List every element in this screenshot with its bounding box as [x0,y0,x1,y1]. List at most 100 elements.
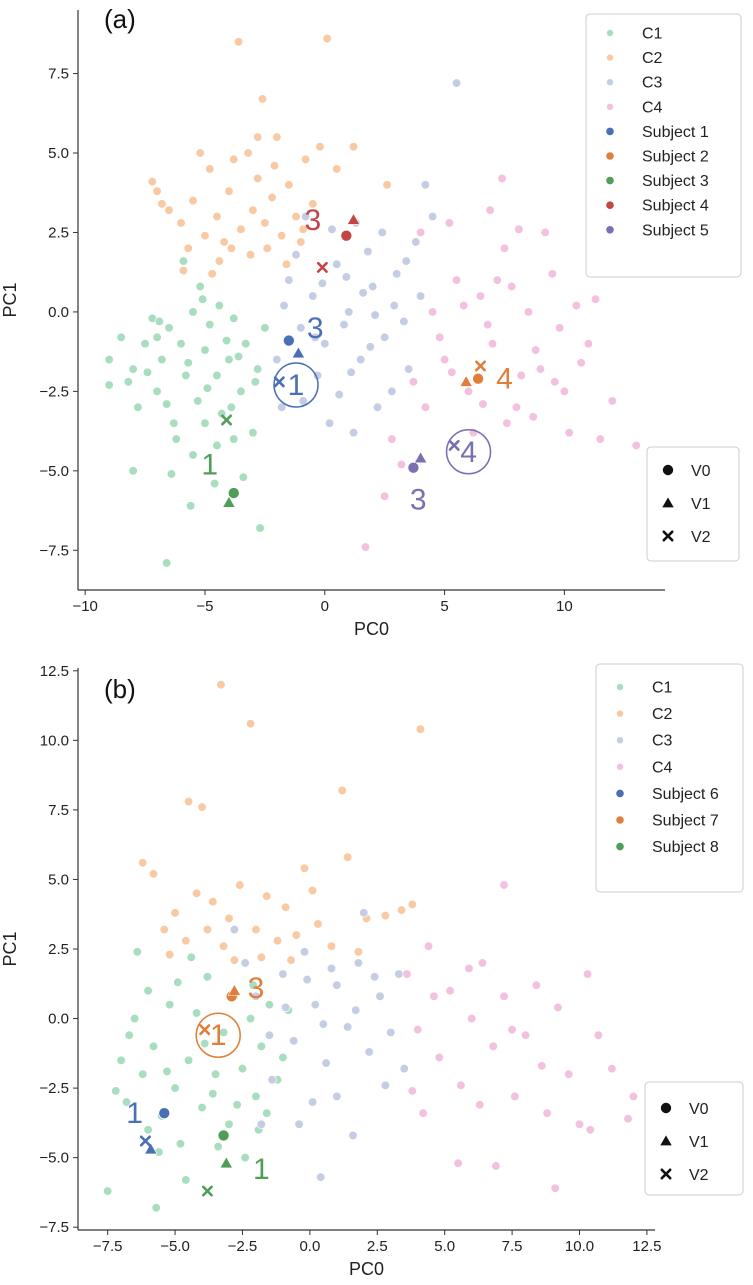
x-tick-label: 10.0 [565,1238,594,1255]
cluster-point [251,924,261,935]
cluster-point [631,440,641,451]
cluster-point [188,196,198,206]
panel-b: −7.5 −5.0 −2.5 0.0 2.5 5.0 7.5 10.0 12.5−7.5−5.0… [0,663,744,1279]
cluster-point [197,1102,207,1113]
x-tick-label: −7.5 [93,1238,123,1255]
cluster-point [402,969,412,979]
cluster-point [212,370,222,381]
cluster-point [492,275,502,285]
x-tick-label: 10 [556,598,573,615]
panel-a: −10 −5 0 5 10 −7.5 −5.0 −2.5 0.0 2.5 5.0 7.5 PC0 PC1 (… [0,4,742,639]
cluster-point [132,947,142,957]
legend-box [585,13,742,278]
cluster-point [178,256,189,266]
cluster-point [166,469,177,479]
subject-point-v0 [472,372,485,385]
legend-swatch [616,763,624,770]
cluster-point [229,434,239,444]
cluster-point [103,1186,113,1196]
cluster-point [491,1161,501,1171]
cluster-point [415,291,426,301]
cluster-point [212,211,222,222]
cluster-point [286,955,296,965]
y-tick-label: −7.5 [39,1219,69,1236]
cluster-point [369,972,380,982]
legend-swatch [606,127,614,136]
subject-point-v0 [217,1129,230,1142]
cluster-point [382,180,392,190]
cluster-point [202,924,213,935]
annotation-label: 1 [210,1019,227,1052]
cluster-point [278,969,288,979]
cluster-point [116,332,126,342]
cluster-point [332,164,342,174]
marker-legend-label: V0 [689,1101,709,1118]
subject-point-v1 [291,346,306,359]
cluster-point [233,351,244,362]
marker-legend-label: V2 [689,1167,709,1184]
cluster-point [523,307,534,317]
cluster-point [216,680,226,690]
cluster-point [394,969,404,979]
cluster-point [291,250,301,260]
cluster-point [553,1002,563,1013]
subject-5-series [407,439,460,474]
cluster-point [214,256,225,266]
cluster-point [434,1052,444,1063]
cluster-point [571,300,582,311]
cluster-point [291,930,302,940]
cluster-point [353,947,364,957]
legend-box [595,663,744,893]
cluster-point [224,186,234,196]
cluster-point [138,1069,148,1079]
cluster-point [214,300,225,311]
cluster-point [447,367,457,377]
subject-point-v2 [316,261,328,273]
cluster-point [341,272,351,282]
annotation-label: 1 [253,1153,270,1186]
cluster-point [237,1063,248,1074]
cluster-point [280,1002,291,1013]
marker-legend-label: V0 [691,463,711,480]
cluster-point [593,1030,604,1040]
cluster-point [415,227,426,238]
cluster-point [403,364,414,374]
cluster-point [380,491,390,501]
cluster-point [262,243,272,254]
cluster-point [200,345,210,355]
x-axis-label: PC0 [349,1259,384,1279]
cluster-point [299,863,310,873]
y-tick-label: 0.0 [48,304,69,321]
marker-legend-cross-icon [660,1168,672,1180]
subject-point-v0 [407,461,420,474]
cluster-point [248,428,258,438]
cluster-point [363,246,373,257]
subject-point-v2 [139,1135,151,1147]
cluster-point [528,412,538,422]
cluster-point [147,176,157,187]
legend-label: C1 [642,26,663,43]
annotation-ring [273,362,319,408]
legend-swatch [606,201,614,209]
legend-label: Subject 5 [642,222,709,239]
cluster-point [531,980,542,990]
cluster-point [300,154,311,165]
cluster-point [279,300,289,311]
cluster-point [344,307,354,317]
cluster-point [157,354,167,365]
subject-point-v2 [475,360,487,372]
cluster-point [623,1114,633,1124]
subject-point-v1 [413,451,428,464]
cluster-point [181,370,191,381]
cluster-point [218,1027,229,1038]
legend-swatch [616,842,624,851]
cluster-point [133,402,143,412]
cluster-point [396,905,407,915]
cluster-point [272,936,283,946]
cluster-point [547,269,558,279]
x-tick-label: 5.0 [434,1238,455,1255]
legend-label: Subject 6 [652,786,719,803]
cluster-point [628,1091,639,1102]
cluster-point [307,1097,318,1107]
cluster-point [193,396,203,406]
